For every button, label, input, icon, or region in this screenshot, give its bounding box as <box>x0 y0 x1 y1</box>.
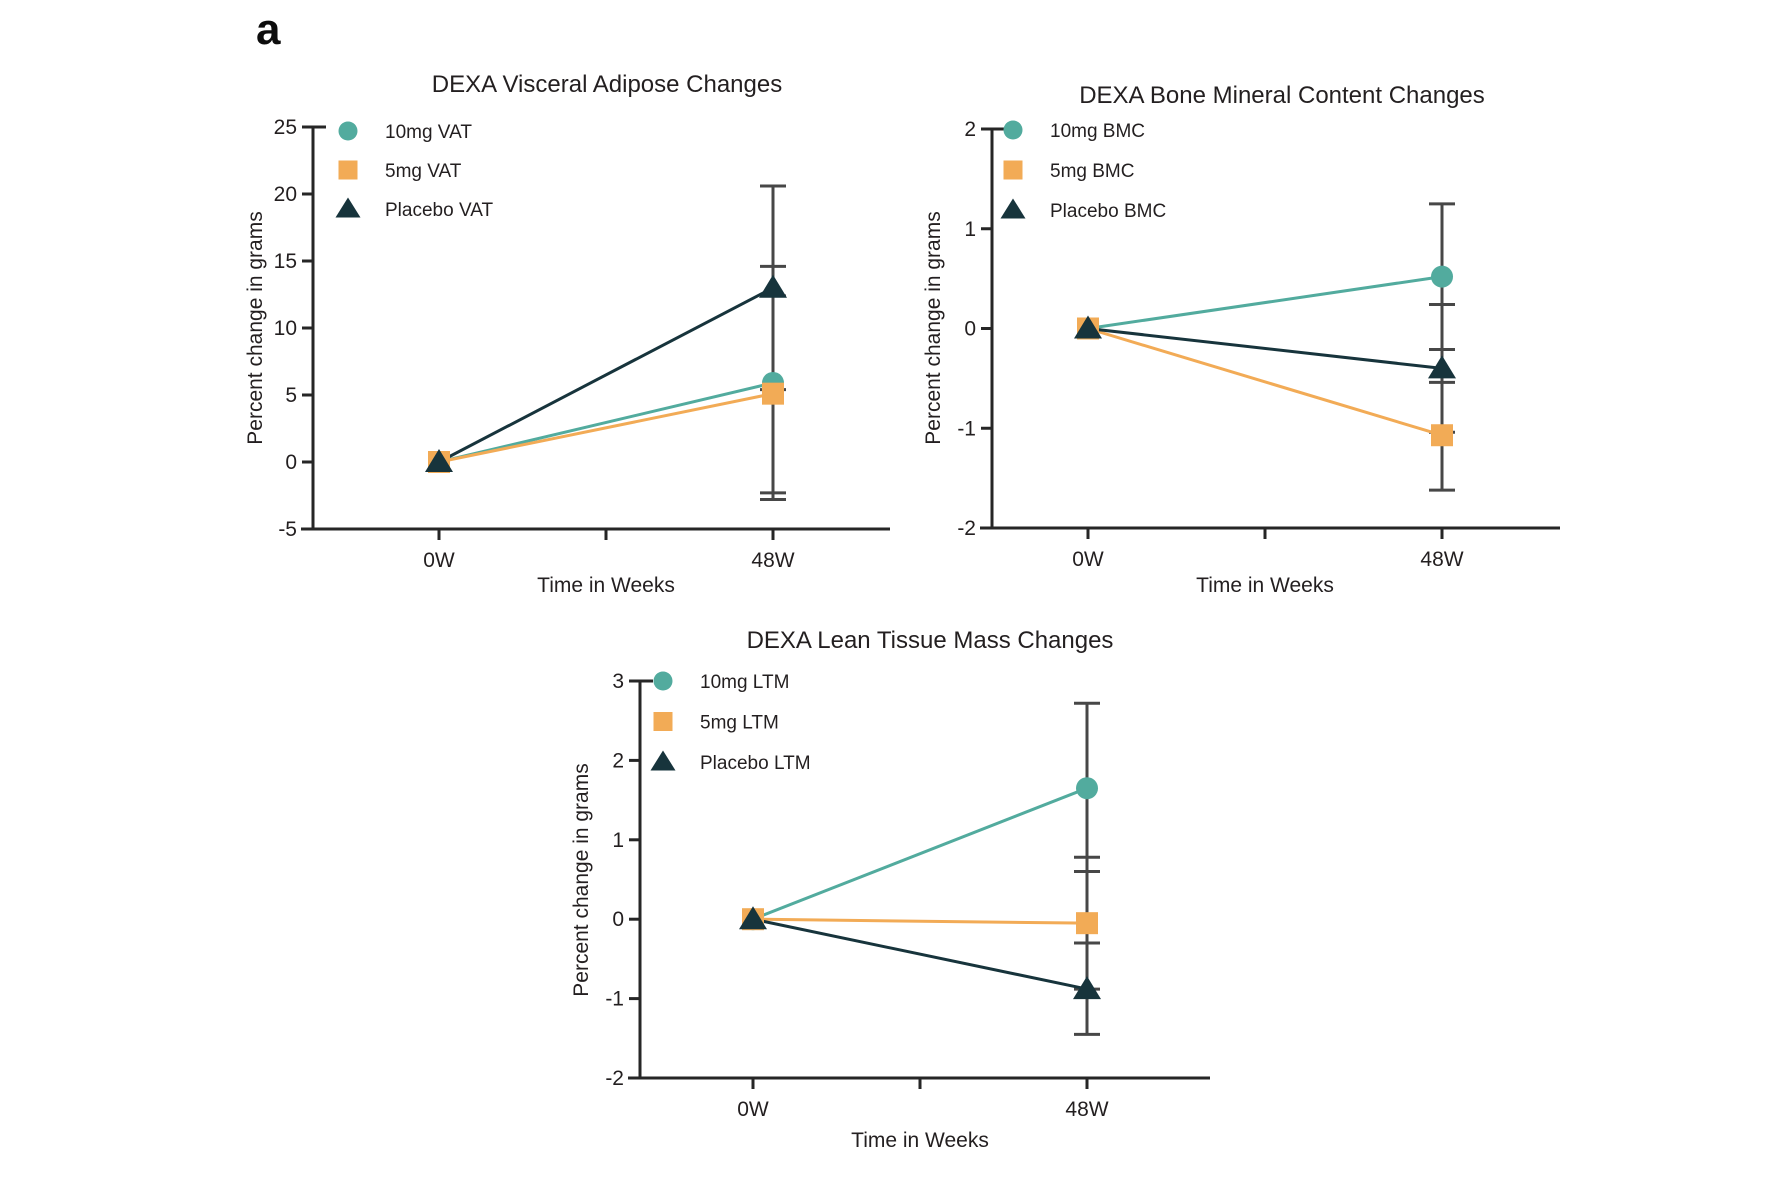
y-tick-label: 10 <box>274 317 297 340</box>
legend-label: 5mg BMC <box>1050 161 1134 182</box>
y-tick-label: 5 <box>285 384 297 407</box>
x-tick-label: 0W <box>1072 548 1104 571</box>
data-point-marker <box>1076 777 1098 800</box>
data-point-marker <box>1431 265 1453 288</box>
legend-label: 10mg BMC <box>1050 121 1145 142</box>
data-point-marker <box>759 274 787 298</box>
series-line <box>438 381 774 464</box>
legend-label: Placebo BMC <box>1050 201 1166 222</box>
y-tick-label: 15 <box>274 250 297 273</box>
x-axis-label: Time in Weeks <box>1196 574 1334 597</box>
series-line <box>752 917 1088 991</box>
legend-marker <box>338 160 358 180</box>
data-point-marker <box>1073 976 1101 1000</box>
chart-lean-tissue-mass: 3 2 1 0 -1 -2 0W 48W DEXA Lean Tissue Mass Chang… <box>570 627 1210 1152</box>
y-axis-label: Percent change in grams <box>244 211 267 444</box>
y-tick-label: 25 <box>274 116 297 139</box>
y-tick-label: 0 <box>285 451 297 474</box>
data-point-marker <box>1431 424 1453 447</box>
chart-bone-mineral-content: 2 1 0 -1 -2 0W 48W DEXA Bone Mineral Content Ch… <box>922 82 1560 597</box>
data-point-marker <box>739 906 767 930</box>
data-point-marker <box>425 449 453 472</box>
data-point-marker <box>1076 912 1098 935</box>
legend-marker <box>650 750 676 771</box>
series-line <box>1087 275 1443 330</box>
legend-marker <box>338 121 358 141</box>
y-tick-label: -2 <box>957 517 976 540</box>
x-tick-label: 0W <box>737 1098 769 1121</box>
y-tick-label: 0 <box>964 318 976 341</box>
y-tick-label: 3 <box>612 670 624 693</box>
legend-marker <box>653 671 673 691</box>
x-tick-label: 48W <box>1065 1098 1108 1121</box>
panel-label: a <box>256 5 281 54</box>
y-tick-label: 1 <box>964 218 976 241</box>
y-tick-label: -1 <box>605 988 624 1011</box>
legend-label: Placebo LTM <box>700 753 811 774</box>
series-line <box>752 786 1088 921</box>
y-tick-label: 0 <box>612 908 624 931</box>
legend-label: 10mg VAT <box>385 122 472 143</box>
x-tick-label: 48W <box>751 549 794 572</box>
legend-marker <box>1000 198 1026 219</box>
y-tick-label: 2 <box>964 118 976 141</box>
x-tick-label: 48W <box>1420 548 1463 571</box>
y-tick-label: 2 <box>612 749 624 772</box>
legend-marker <box>1003 160 1023 180</box>
series-line <box>438 392 774 464</box>
legend-label: Placebo VAT <box>385 200 493 221</box>
x-axis-label: Time in Weeks <box>851 1129 989 1152</box>
y-tick-label: 20 <box>274 183 297 206</box>
chart-title: DEXA Visceral Adipose Changes <box>432 71 782 98</box>
series-line <box>1087 327 1443 370</box>
legend-label: 10mg LTM <box>700 672 789 693</box>
legend-marker <box>1003 120 1023 140</box>
series-line <box>1087 327 1443 437</box>
series-line <box>438 286 774 464</box>
y-tick-label: -5 <box>278 518 297 541</box>
chart-title: DEXA Bone Mineral Content Changes <box>1079 82 1485 109</box>
legend-marker <box>335 197 361 218</box>
x-tick-label: 0W <box>423 549 455 572</box>
chart-title: DEXA Lean Tissue Mass Changes <box>747 627 1114 654</box>
y-axis-label: Percent change in grams <box>570 763 593 996</box>
legend-label: 5mg VAT <box>385 161 462 182</box>
chart-visceral-adipose: 25 20 15 10 5 0 -5 0W 48W DEXA Visceral Adipose C… <box>244 71 890 597</box>
data-point-marker <box>762 382 784 405</box>
series-line <box>752 917 1088 925</box>
data-point-marker <box>1428 355 1456 379</box>
data-point-marker <box>1074 315 1102 339</box>
y-tick-label: -2 <box>605 1067 624 1090</box>
y-tick-label: -1 <box>957 417 976 440</box>
legend-label: 5mg LTM <box>700 713 779 734</box>
y-axis-label: Percent change in grams <box>922 211 945 444</box>
legend-marker <box>653 712 673 731</box>
y-tick-label: 1 <box>612 829 624 852</box>
x-axis-label: Time in Weeks <box>537 574 675 597</box>
